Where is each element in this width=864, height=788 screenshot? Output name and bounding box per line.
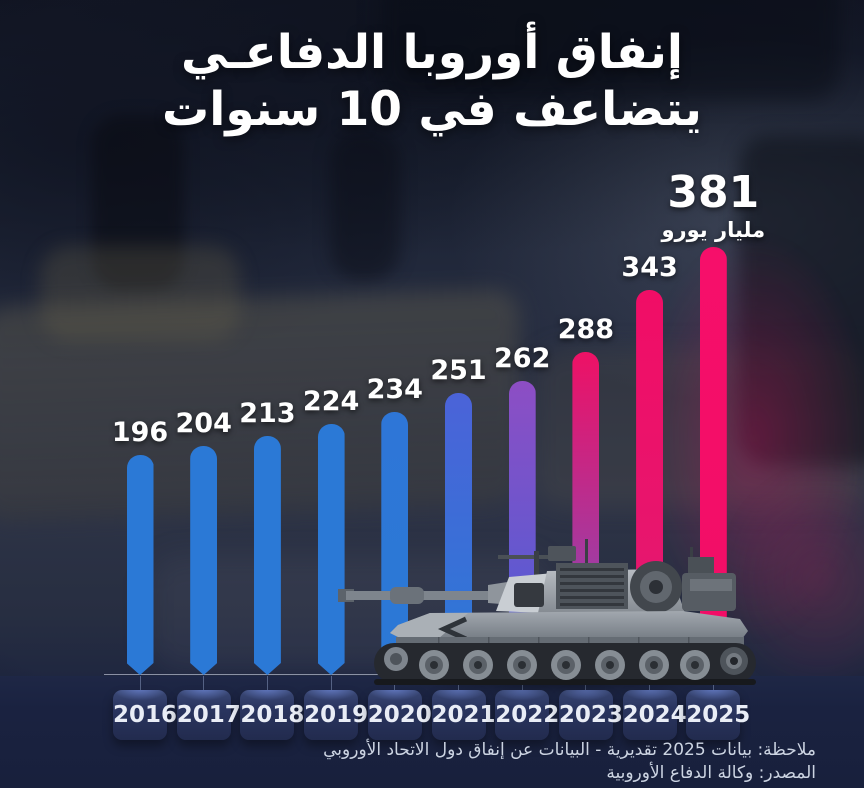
bar-2017: 204 [176, 408, 232, 675]
tank-illustration [338, 539, 756, 685]
year-badge-2016: 2016 [113, 690, 177, 740]
title-line-2: يتضاعف في 10 سنوات [162, 82, 702, 138]
bar-shape [254, 436, 281, 675]
footer-source: المصدر: وكالة الدفاع الأوروبية [606, 763, 816, 784]
title-line-1: إنفاق أوروبا الدفاعـي [181, 25, 683, 80]
bar-value-label-2018: 213 [239, 398, 296, 429]
badge-connector [139, 676, 141, 690]
page-title: إنفاق أوروبا الدفاعـي يتضاعف في 10 سنوات [0, 24, 864, 139]
bar-value-label-2023: 288 [557, 314, 615, 345]
tank-hull [390, 611, 748, 639]
tank-machine-gun [498, 555, 560, 559]
footer-note: ملاحظة: بيانات 2025 تقديرية - البيانات ع… [323, 740, 816, 760]
bar-2018: 213 [239, 398, 296, 675]
year-badge-2024: 2024 [622, 690, 687, 740]
tank-chevron-marking [437, 616, 468, 642]
bar-value-label-2025: 381 مليار يورو [661, 166, 766, 243]
year-badge-2017: 2017 [176, 690, 241, 740]
bar-value-label-2020: 234 [366, 374, 423, 405]
footer: ملاحظة: بيانات 2025 تقديرية - البيانات ع… [323, 739, 816, 786]
bar-value-label-2021: 251 [430, 355, 487, 386]
bar-2019: 224 [303, 386, 359, 675]
bar-shape [190, 446, 217, 675]
year-badge-2019: 2019 [304, 690, 368, 740]
bar-value-label-2016: 196 [111, 417, 169, 448]
bar-value-label-2019: 224 [302, 386, 360, 417]
badge-connector [330, 676, 332, 690]
bar-shape [127, 455, 154, 675]
highlight-unit-label: مليار يورو [661, 217, 766, 242]
bar-2016: 196 [112, 417, 168, 675]
tank-road-wheels [419, 650, 710, 680]
bar-value-label-2017: 204 [175, 408, 232, 439]
year-badge-2021: 2021 [431, 690, 496, 740]
bar-value-label-2022: 262 [494, 343, 551, 374]
badge-connector [266, 676, 268, 690]
year-badge-2018: 2018 [240, 690, 304, 740]
year-badge-2020: 2020 [367, 690, 432, 740]
badge-connector [203, 676, 205, 690]
year-badge-2022: 2022 [495, 690, 559, 740]
year-badge-2023: 2023 [558, 690, 623, 740]
year-badge-2025: 2025 [686, 690, 750, 740]
bar-value-label-2024: 343 [621, 252, 678, 283]
highlight-value: 381 [667, 166, 760, 218]
bar-shape [318, 424, 345, 675]
